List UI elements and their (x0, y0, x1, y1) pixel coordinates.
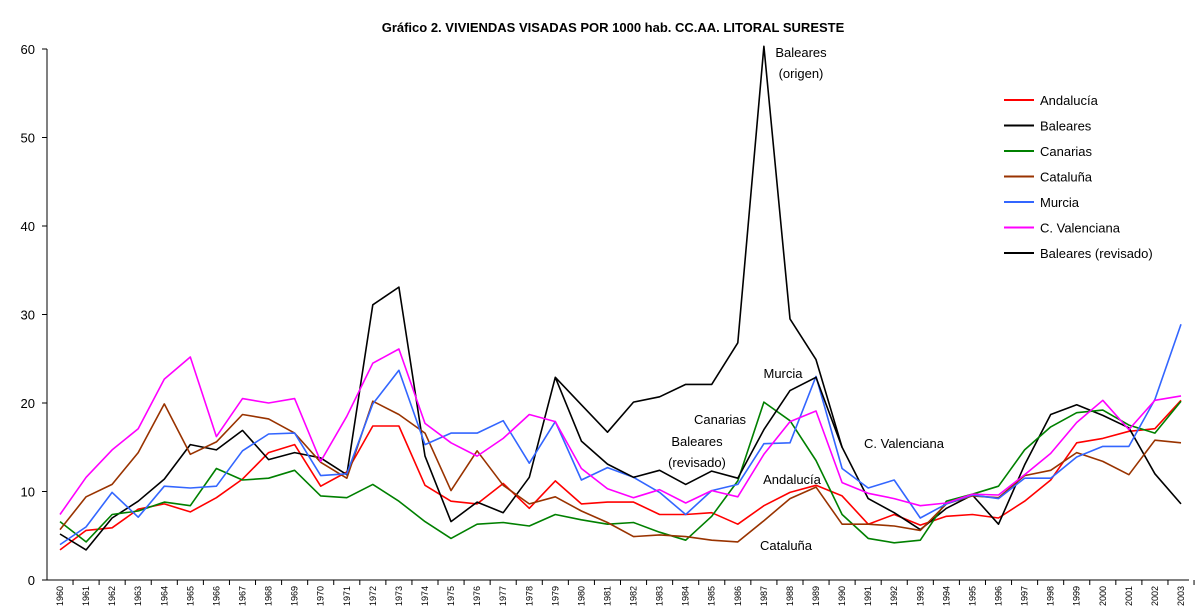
x-tick-label: 1981 (602, 586, 612, 606)
legend-label: C. Valenciana (1040, 221, 1121, 236)
y-tick-label: 0 (28, 573, 35, 588)
x-tick-label: 1976 (472, 586, 482, 606)
y-tick-label: 10 (21, 485, 35, 500)
x-tick-label: 1988 (785, 586, 795, 606)
x-tick-label: 1961 (81, 586, 91, 606)
x-tick-label: 1965 (185, 586, 195, 606)
x-tick-label: 1993 (915, 586, 925, 606)
annotation: (origen) (779, 66, 824, 81)
x-tick-label: 2001 (1124, 586, 1134, 606)
x-tick-label: 1997 (1020, 586, 1030, 606)
x-tick-label: 2000 (1098, 586, 1108, 606)
x-tick-label: 1968 (264, 586, 274, 606)
x-tick-label: 1995 (967, 586, 977, 606)
y-tick-label: 30 (21, 308, 35, 323)
legend-label: Andalucía (1040, 93, 1099, 108)
x-tick-label: 1982 (629, 586, 639, 606)
x-tick-label: 1989 (811, 586, 821, 606)
legend-label: Canarias (1040, 144, 1093, 159)
x-tick-label: 1967 (237, 586, 247, 606)
x-tick-label: 1983 (655, 586, 665, 606)
annotation: Murcia (763, 366, 803, 381)
annotation: Canarias (694, 412, 747, 427)
x-tick-label: 1964 (159, 586, 169, 606)
x-tick-label: 1962 (107, 586, 117, 606)
legend-label: Baleares (revisado) (1040, 246, 1153, 261)
x-tick-label: 1977 (498, 586, 508, 606)
x-tick-label: 1973 (394, 586, 404, 606)
x-tick-label: 2002 (1150, 586, 1160, 606)
series-line (554, 376, 843, 486)
x-tick-label: 1974 (420, 586, 430, 606)
series-line (59, 399, 1182, 551)
legend-label: Baleares (1040, 119, 1092, 134)
x-tick-label: 1963 (133, 586, 143, 606)
x-tick-label: 1985 (707, 586, 717, 606)
x-tick-label: 1990 (837, 586, 847, 606)
annotation: Cataluña (760, 538, 813, 553)
x-tick-label: 1978 (524, 586, 534, 606)
y-tick-label: 40 (21, 219, 35, 234)
annotation: Baleares (775, 45, 827, 60)
annotation: C. Valenciana (864, 436, 945, 451)
x-tick-label: 2003 (1176, 586, 1186, 606)
y-tick-label: 60 (21, 42, 35, 57)
x-tick-label: 1980 (576, 586, 586, 606)
x-tick-label: 1960 (55, 586, 65, 606)
x-tick-label: 1969 (290, 586, 300, 606)
series-line (59, 400, 1182, 544)
x-tick-label: 1975 (446, 586, 456, 606)
annotation: (revisado) (668, 455, 726, 470)
y-tick-label: 20 (21, 396, 35, 411)
x-tick-label: 1996 (994, 586, 1004, 606)
annotation: Andalucía (763, 472, 822, 487)
legend-label: Cataluña (1040, 170, 1093, 185)
series-line (59, 323, 1182, 546)
x-tick-label: 1987 (759, 586, 769, 606)
x-tick-label: 1998 (1046, 586, 1056, 606)
annotation: Baleares (671, 434, 723, 449)
x-tick-label: 1972 (368, 586, 378, 606)
x-tick-label: 1992 (889, 586, 899, 606)
x-tick-label: 1991 (863, 586, 873, 606)
chart-title: Gráfico 2. VIVIENDAS VISADAS POR 1000 ha… (382, 20, 845, 35)
x-tick-label: 1984 (681, 586, 691, 606)
legend-label: Murcia (1040, 195, 1080, 210)
x-tick-label: 1970 (316, 586, 326, 606)
y-tick-label: 50 (21, 131, 35, 146)
x-tick-label: 1999 (1072, 586, 1082, 606)
x-tick-label: 1979 (550, 586, 560, 606)
x-tick-label: 1966 (211, 586, 221, 606)
x-tick-label: 1971 (342, 586, 352, 606)
x-tick-label: 1986 (733, 586, 743, 606)
series-line (59, 348, 1182, 515)
series-line (59, 45, 1182, 551)
x-tick-label: 1994 (941, 586, 951, 606)
